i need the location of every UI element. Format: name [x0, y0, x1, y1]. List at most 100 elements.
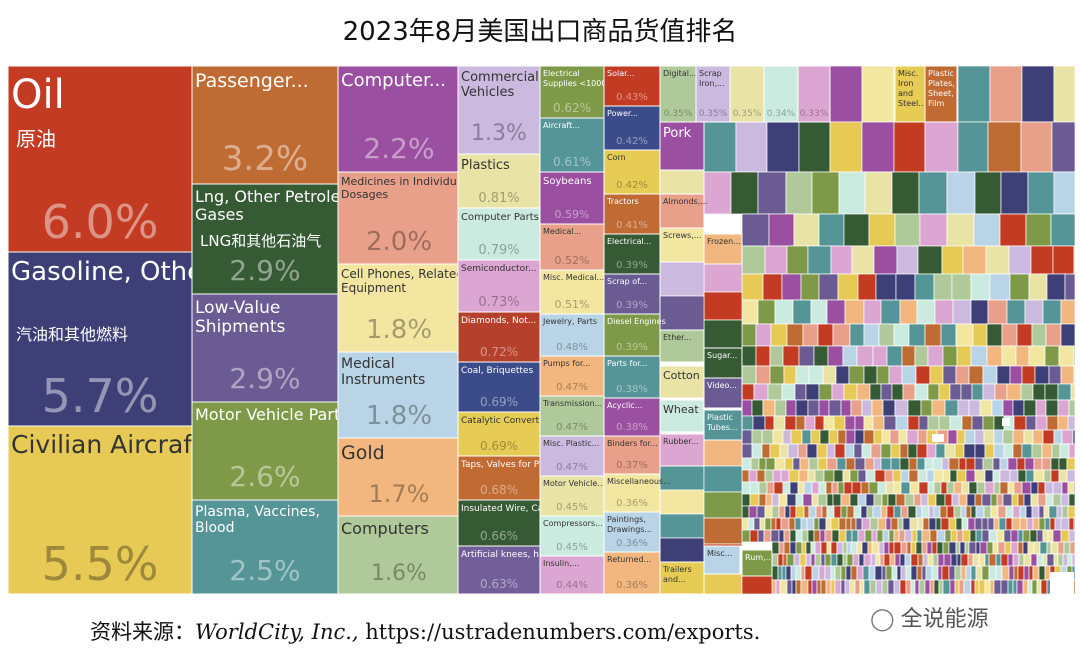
small-category-tile	[1050, 541, 1059, 555]
tile-rect	[703, 545, 741, 575]
small-category-tile	[863, 579, 871, 595]
small-category-tile	[895, 273, 916, 301]
tile-tile-51: 0.35%	[729, 65, 765, 123]
small-category-tile	[1033, 541, 1041, 555]
tile-tile-53: 0.33%	[797, 65, 831, 123]
tile-rect	[457, 411, 541, 457]
small-category-tile	[971, 383, 984, 401]
tile-name: Gases	[195, 205, 244, 224]
tile-value: 0.47%	[556, 422, 588, 433]
small-category-tile	[835, 365, 850, 385]
tile-plastic-tubes: PlasticTubes...	[703, 409, 743, 441]
small-category-tile	[968, 399, 981, 417]
small-category-tile	[965, 565, 972, 581]
small-category-tile	[838, 171, 866, 215]
small-category-tile	[792, 299, 812, 325]
small-category-tile	[832, 493, 842, 507]
small-category-tile	[867, 541, 873, 555]
small-category-tile	[856, 565, 864, 581]
small-category-tile	[899, 457, 910, 471]
small-category-tile	[741, 299, 759, 325]
small-category-tile	[988, 565, 997, 581]
small-category-tile	[784, 415, 797, 431]
small-category-tile	[936, 529, 946, 543]
small-category-tile	[807, 399, 820, 417]
small-category-tile	[983, 429, 995, 445]
tile-name: Film	[928, 99, 944, 108]
tile-rect	[457, 361, 541, 413]
small-category-tile	[863, 365, 878, 385]
tile-name: Artificial knees, hips,...	[461, 550, 563, 560]
small-category-tile	[893, 323, 910, 347]
small-category-tile	[951, 493, 960, 507]
small-category-tile	[764, 415, 775, 431]
small-category-tile	[786, 493, 797, 507]
tile-value: 0.33%	[800, 109, 829, 119]
small-category-tile	[814, 415, 825, 431]
small-category-tile	[1023, 493, 1032, 507]
small-category-tile	[703, 263, 743, 293]
small-category-tile	[1068, 529, 1076, 543]
tile-name: Pumps for...	[543, 359, 590, 368]
small-category-tile	[894, 399, 909, 417]
small-category-tile	[770, 529, 780, 543]
small-category-tile	[915, 541, 923, 555]
tile-rect	[603, 313, 661, 357]
small-category-tile	[973, 213, 1001, 247]
small-category-tile	[659, 489, 705, 515]
small-category-tile	[788, 469, 800, 483]
small-category-tile	[810, 541, 816, 555]
small-category-tile	[730, 171, 759, 215]
small-category-tile	[975, 541, 981, 555]
small-category-tile	[955, 541, 961, 555]
small-category-tile	[974, 457, 984, 471]
tile-name: Cell Phones, Related	[341, 267, 464, 281]
tile-name: Blood	[195, 520, 235, 536]
small-category-tile	[890, 457, 901, 471]
small-category-tile	[795, 505, 805, 519]
small-category-tile	[1037, 481, 1046, 495]
small-category-tile	[857, 273, 877, 301]
tile-pumps-for: Pumps for... 0.47%	[539, 355, 605, 397]
tile-scrap-of: Scrap of... 0.39%	[603, 273, 661, 315]
small-category-tile	[811, 579, 818, 595]
small-category-tile	[1060, 493, 1070, 507]
tile-rect	[659, 227, 705, 263]
tile-value: 0.73%	[478, 295, 519, 310]
small-category-tile	[958, 493, 968, 507]
small-category-tile	[916, 529, 923, 543]
small-category-tile	[883, 553, 891, 567]
small-category-tile	[909, 481, 920, 495]
tile-value: 2.9%	[229, 362, 300, 395]
small-category-tile	[763, 529, 772, 543]
small-category-tile	[1057, 399, 1070, 417]
small-category-tile	[859, 579, 865, 595]
small-category-tile	[917, 469, 928, 483]
small-category-tile	[741, 245, 766, 275]
small-category-tile	[823, 415, 835, 431]
small-category-tile	[927, 383, 940, 401]
small-category-tile	[917, 245, 943, 275]
small-category-tile	[896, 565, 902, 581]
small-category-tile	[880, 383, 893, 401]
small-category-tile	[1034, 365, 1050, 385]
tile-rect	[763, 65, 799, 123]
small-category-tile	[759, 517, 766, 531]
small-category-tile	[811, 565, 820, 581]
tile-rect	[539, 355, 605, 397]
small-category-tile	[887, 493, 897, 507]
small-category-tile	[826, 493, 834, 507]
small-category-tile	[1023, 399, 1037, 417]
small-category-tile	[825, 579, 832, 595]
small-category-tile	[1013, 415, 1027, 431]
small-category-tile	[902, 383, 916, 401]
tile-value: 0.81%	[478, 191, 519, 206]
tile-sugar: Sugar...	[703, 347, 743, 381]
small-category-tile	[1046, 273, 1066, 301]
small-category-tile	[861, 65, 895, 123]
small-category-tile	[993, 443, 1005, 459]
small-category-tile	[1016, 457, 1026, 471]
small-category-tile	[1031, 579, 1038, 595]
small-category-tile	[995, 565, 1003, 581]
